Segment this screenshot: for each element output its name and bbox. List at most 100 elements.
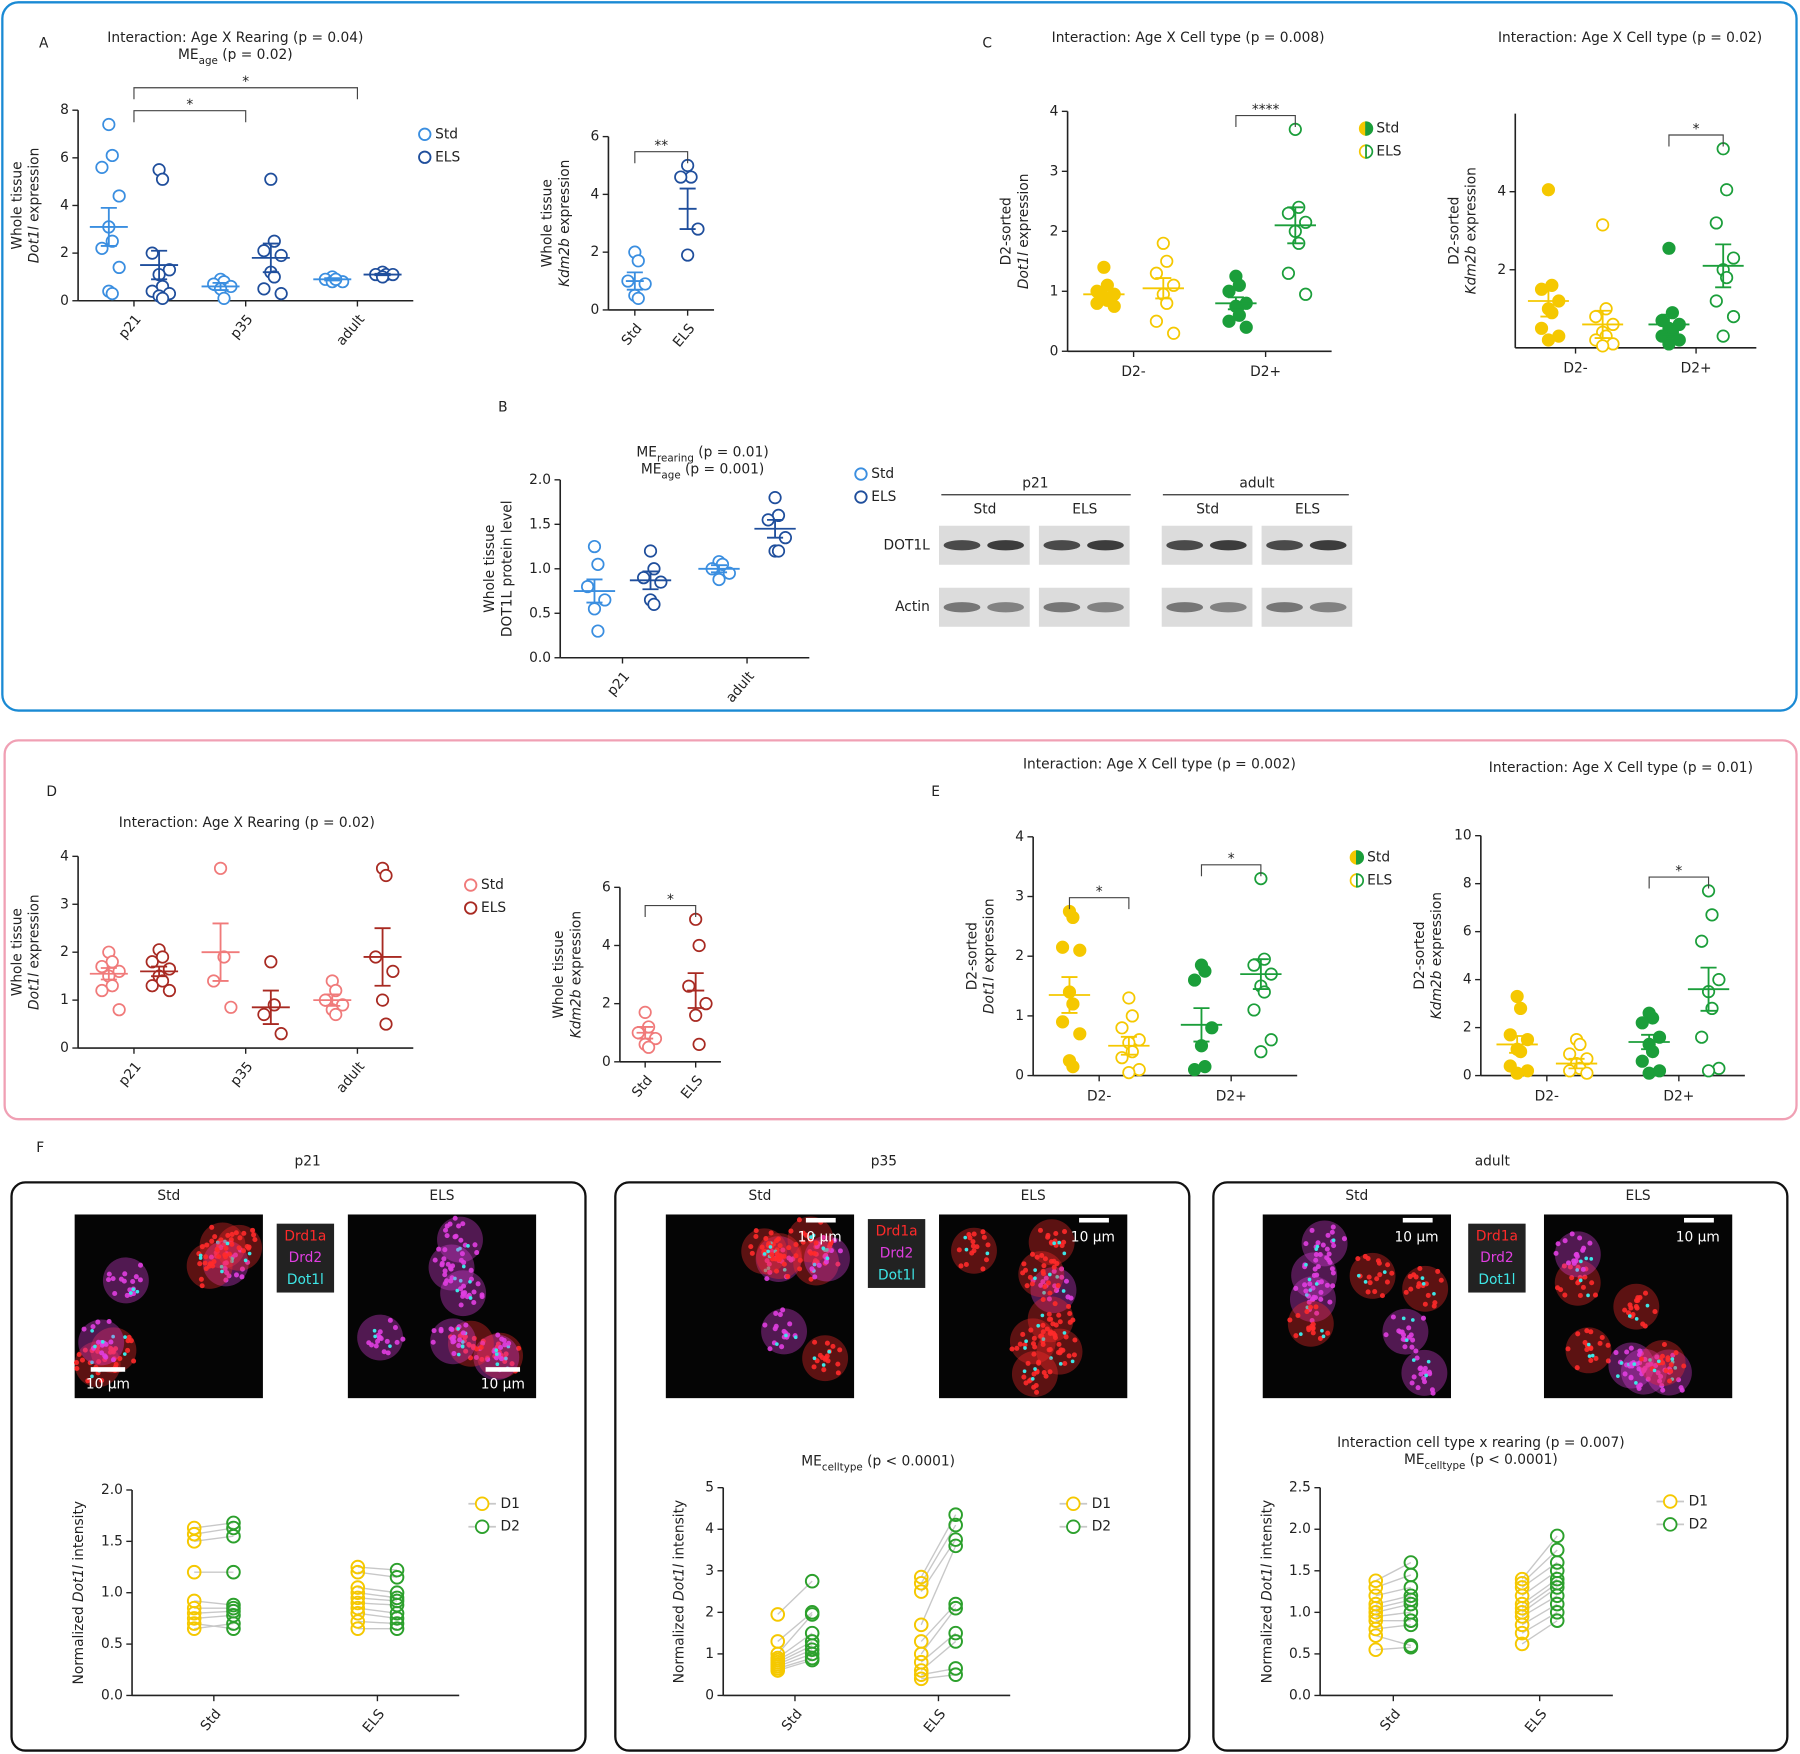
cell-dot <box>1059 1243 1065 1249</box>
cell-dot <box>1410 1337 1416 1343</box>
text-italic: Dot1l <box>71 1565 87 1602</box>
cell-dot <box>1047 1330 1053 1337</box>
scale-bar-label: 10 μm <box>1676 1229 1720 1245</box>
cell-dot <box>1311 1272 1317 1278</box>
data-point <box>913 1569 929 1585</box>
cell-dot <box>105 1277 112 1283</box>
dot1l-dot <box>198 1253 203 1258</box>
text-italic: Kdm2b <box>1464 245 1480 294</box>
dot1l-dot <box>1040 1313 1045 1318</box>
data-point <box>186 1621 202 1636</box>
data-point <box>1642 1066 1656 1080</box>
data-point <box>913 1663 929 1678</box>
data-point <box>1205 1021 1219 1035</box>
data-point <box>948 1517 963 1533</box>
panel-label: F <box>36 1140 44 1156</box>
cell-dot <box>1423 1281 1429 1287</box>
y-tick-label: 2 <box>705 1604 714 1620</box>
cell-dot <box>1663 1368 1669 1374</box>
y-tick-label: 2.0 <box>1289 1521 1311 1537</box>
cell-dot <box>502 1342 508 1348</box>
dot1l-dot <box>1575 1268 1580 1272</box>
cell-dot <box>206 1263 212 1269</box>
data-point <box>913 1671 929 1687</box>
y-tick-label: 2 <box>60 245 69 261</box>
data-point <box>224 1000 238 1014</box>
cell-dot <box>467 1355 474 1361</box>
cell-dot <box>1306 1325 1312 1331</box>
data-point <box>1549 1528 1565 1544</box>
cell-dot <box>447 1221 453 1227</box>
significance-label: **** <box>1252 102 1280 118</box>
cell-dot <box>1588 1346 1594 1352</box>
data-point <box>948 1667 963 1682</box>
dot1l-dot <box>782 1267 787 1272</box>
cell-dot <box>1040 1322 1046 1328</box>
text-italic: Kdm2b <box>1429 970 1445 1019</box>
data-point <box>1073 1027 1087 1041</box>
cell-dot <box>1021 1374 1027 1380</box>
cell-dot <box>1054 1287 1060 1293</box>
cell-dot <box>1638 1356 1644 1362</box>
cell-dot <box>251 1232 257 1238</box>
cell-dot <box>239 1274 245 1280</box>
cell-dot <box>971 1231 977 1237</box>
significance-label: * <box>186 97 193 113</box>
data-point <box>1125 1009 1139 1023</box>
y-tick-label: 2 <box>602 996 611 1012</box>
blot-band <box>943 540 981 551</box>
data-point <box>389 1605 405 1621</box>
cell-dot <box>835 1261 841 1267</box>
cell-dot <box>466 1341 472 1347</box>
cell-dot <box>1652 1309 1658 1315</box>
cell-dot <box>472 1242 478 1248</box>
cell-dot <box>1051 1264 1057 1270</box>
cell-dot <box>1658 1373 1664 1380</box>
cell-dot <box>1661 1341 1667 1348</box>
text-part: D2-sorted <box>1446 197 1462 265</box>
scale-bar <box>1402 1217 1433 1223</box>
scale-bar <box>485 1367 521 1372</box>
y-axis-label: D2-sorted <box>1412 922 1428 990</box>
cell-dot <box>1597 1340 1603 1346</box>
image-group-label: ELS <box>1021 1188 1046 1204</box>
data-point <box>712 572 726 587</box>
cell-dot <box>981 1234 987 1240</box>
cell-dot <box>471 1289 477 1295</box>
cell-dot <box>1045 1280 1051 1286</box>
data-point <box>112 1003 126 1017</box>
cell-dot <box>216 1254 222 1260</box>
cell-dot <box>233 1230 239 1236</box>
data-point <box>948 1625 963 1641</box>
data-point <box>1514 1571 1530 1587</box>
text-italic: Dot1l <box>982 977 998 1014</box>
cell-dot <box>498 1344 504 1351</box>
y-axis-label: Dot1l expression <box>26 148 42 264</box>
data-point <box>1232 278 1246 292</box>
dot1l-dot <box>768 1245 773 1249</box>
cell-dot <box>1561 1263 1567 1269</box>
cell-dot <box>775 1236 781 1242</box>
y-tick-label: 4 <box>1050 103 1059 119</box>
cell-dot <box>1023 1267 1029 1273</box>
cell-dot <box>1071 1352 1077 1358</box>
data-point <box>386 964 400 978</box>
cell-dot <box>1032 1344 1038 1350</box>
cell-dot <box>212 1234 218 1240</box>
cell-dot <box>1622 1371 1628 1377</box>
cell-dot <box>103 1341 109 1347</box>
cell-dot <box>202 1260 208 1266</box>
cell-dot <box>438 1328 444 1334</box>
cell-dot <box>479 1356 485 1362</box>
scale-bar <box>90 1367 126 1372</box>
data-point <box>1534 282 1549 296</box>
data-point <box>1549 1605 1565 1620</box>
cell-dot <box>1668 1368 1674 1374</box>
blot-band <box>1266 540 1303 551</box>
cell-dot <box>1341 1236 1347 1242</box>
blot-group-label: ELS <box>1072 502 1097 518</box>
dot1l-dot <box>1042 1290 1046 1295</box>
dot1l-dot <box>198 1256 203 1260</box>
text-part: Whole tissue <box>482 525 498 613</box>
